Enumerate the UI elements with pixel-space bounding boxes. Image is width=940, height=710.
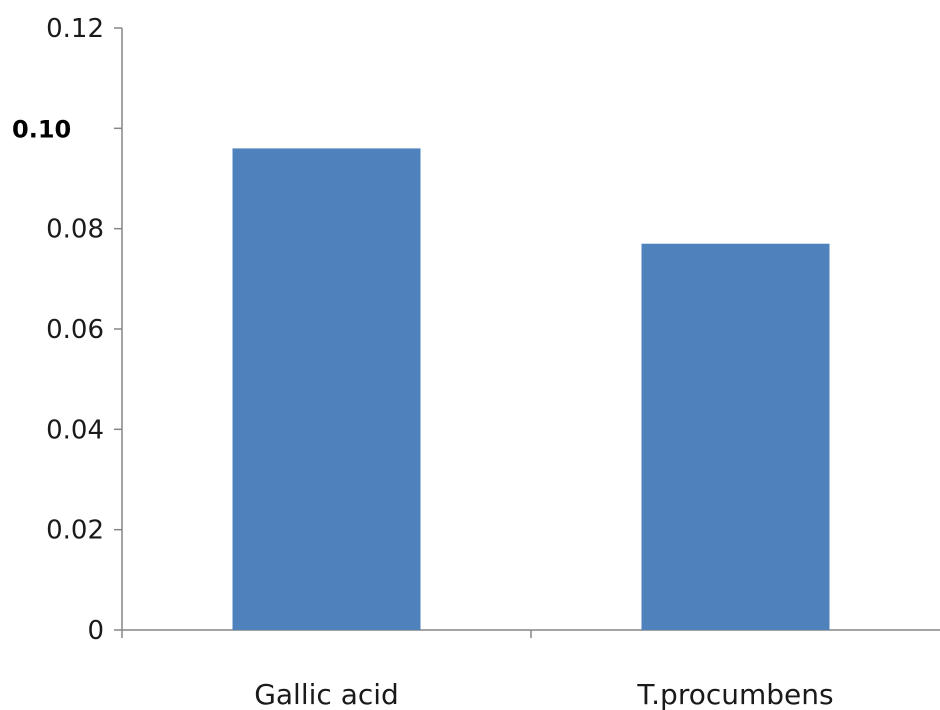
bar-gallic-acid xyxy=(232,148,421,630)
x-category-label: T.procumbens xyxy=(636,678,833,710)
bars xyxy=(232,148,830,630)
y-tick-label: 0.08 xyxy=(46,215,104,245)
y-tick-label: 0 xyxy=(87,616,104,646)
y-tick-label: 0.10 xyxy=(12,115,71,143)
y-tick-label: 0.04 xyxy=(46,415,104,445)
bar-t-procumbens xyxy=(641,243,830,630)
y-tick-label: 0.02 xyxy=(46,516,104,546)
x-axis xyxy=(121,629,940,638)
category-labels: Gallic acid T.procumbens xyxy=(254,678,833,710)
y-tick-label: 0.06 xyxy=(46,315,104,345)
x-category-label: Gallic acid xyxy=(254,678,399,710)
y-axis: 0 0.02 0.04 0.06 0.08 0.10 0.12 xyxy=(12,14,123,646)
y-tick-label: 0.12 xyxy=(46,14,104,44)
